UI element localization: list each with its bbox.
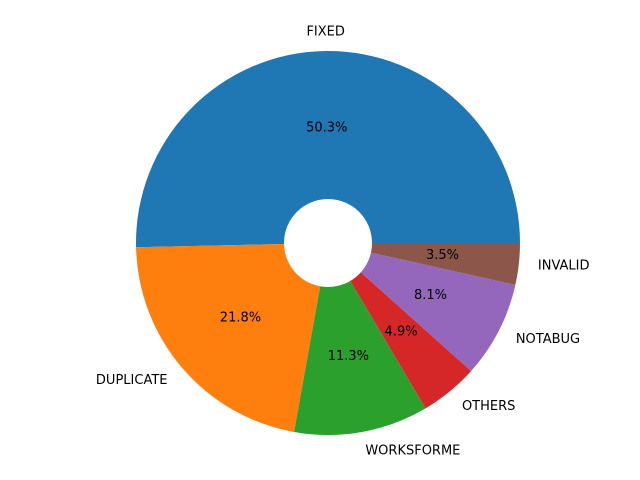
slice-notabug [328, 243, 516, 371]
slice-duplicate [136, 243, 328, 432]
slice-invalid [328, 243, 520, 285]
slice-percent-fixed: 50.3% [306, 120, 347, 135]
slice-label-others: OTHERS [462, 399, 515, 414]
slice-fixed [136, 51, 520, 248]
chart-slices [136, 51, 520, 435]
slice-percent-worksforme: 11.3% [328, 349, 369, 364]
chart-labels: FIXED 50.3% DUPLICATE 21.8% WORKSFORME 11.3% O… [96, 24, 590, 458]
slice-label-invalid: INVALID [538, 259, 590, 274]
slice-label-notabug: NOTABUG [516, 332, 580, 347]
slice-worksforme [294, 243, 426, 435]
slice-others [328, 243, 472, 409]
slice-percent-others: 4.9% [385, 325, 418, 340]
slice-percent-duplicate: 21.8% [220, 310, 261, 325]
slice-percent-notabug: 8.1% [414, 288, 447, 303]
donut-hole [284, 199, 372, 287]
slice-label-fixed: FIXED [306, 24, 344, 39]
slice-label-duplicate: DUPLICATE [96, 373, 168, 388]
slice-percent-invalid: 3.5% [426, 248, 459, 263]
slice-label-worksforme: WORKSFORME [365, 443, 460, 458]
